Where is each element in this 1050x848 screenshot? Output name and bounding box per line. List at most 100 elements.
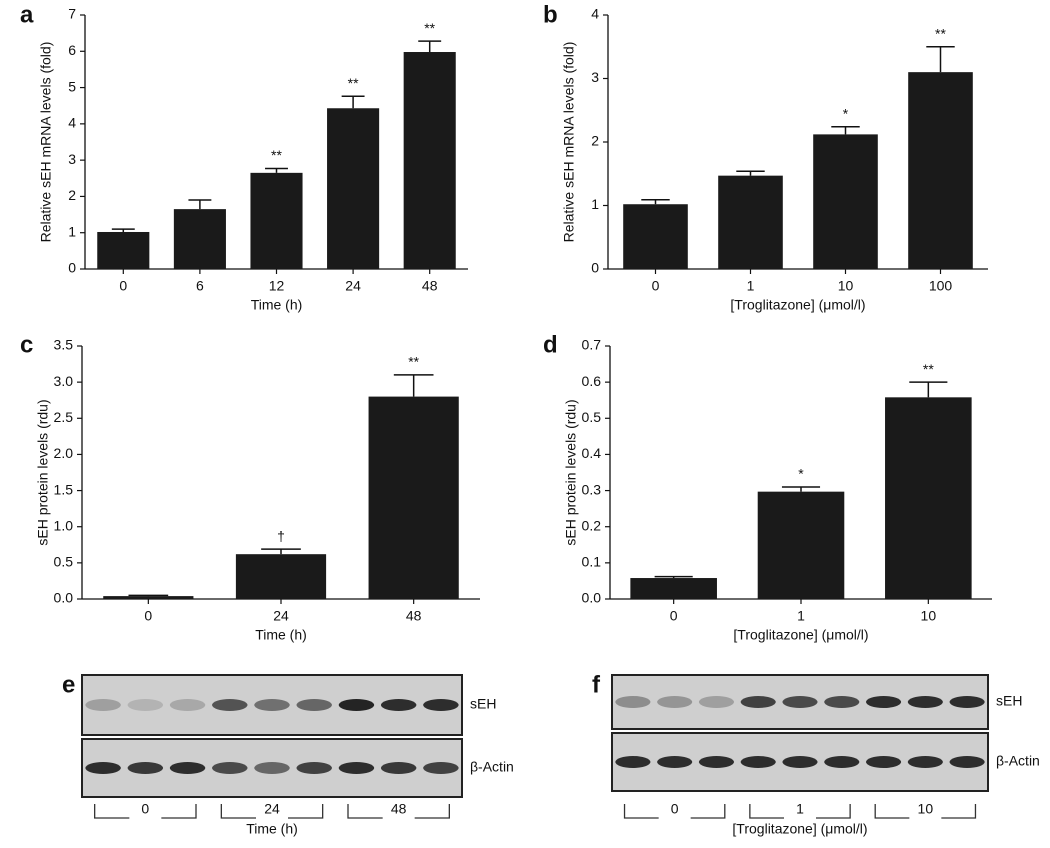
group-bracket (749, 804, 851, 819)
blot-band (698, 696, 734, 708)
y-tick-label: 0.0 (582, 590, 602, 606)
bar (718, 175, 783, 269)
y-tick-label: 0.4 (582, 445, 602, 461)
blot-band (169, 762, 206, 774)
y-tick-label: 4 (68, 115, 76, 131)
bar (623, 204, 688, 269)
y-tick-label: 3.5 (54, 337, 74, 353)
x-tick-label: 100 (929, 278, 953, 294)
blot-band (824, 696, 860, 708)
y-tick-label: 0 (68, 260, 76, 276)
y-tick-label: 0.7 (582, 337, 602, 353)
y-tick-label: 3 (68, 151, 76, 167)
y-axis-label: sEH protein levels (rdu) (35, 399, 51, 545)
significance-mark: ** (935, 25, 946, 41)
blot-band (212, 699, 248, 711)
y-axis-label: Relative sEH mRNA levels (fold) (38, 42, 54, 243)
y-tick-label: 1.0 (54, 517, 74, 533)
blot-band (615, 696, 651, 708)
bar (368, 396, 459, 599)
bar (103, 596, 194, 599)
bar (813, 134, 878, 269)
y-tick-label: 2 (68, 187, 76, 203)
y-tick-label: 3.0 (54, 373, 74, 389)
group-bracket (94, 804, 197, 819)
y-tick-label: 0.1 (582, 554, 602, 570)
blot-band (169, 699, 206, 711)
blot-row-label: sEH (470, 696, 496, 712)
x-tick-label: 10 (921, 608, 937, 624)
bar (403, 52, 456, 269)
significance-mark: † (277, 528, 285, 544)
group-bracket (623, 804, 726, 819)
blot-row-label: sEH (996, 693, 1022, 709)
panel-label: c (20, 331, 33, 358)
blot-band (85, 762, 121, 774)
group-bracket (220, 804, 324, 819)
blot-band (423, 699, 459, 711)
x-tick-label: 48 (422, 278, 438, 294)
y-tick-label: 0.6 (582, 373, 602, 389)
x-axis-label: [Troglitazone] (μmol/l) (730, 297, 865, 313)
significance-mark: ** (408, 354, 419, 370)
blot-band (698, 756, 734, 768)
blot-band (127, 699, 164, 711)
group-bracket (347, 804, 450, 819)
x-tick-label: 48 (406, 608, 422, 624)
group-label: 10 (918, 801, 934, 817)
blot-band (380, 762, 417, 774)
group-bracket (874, 804, 977, 819)
y-tick-label: 1.5 (54, 481, 74, 497)
panel-label: e (62, 671, 75, 698)
group-label: 24 (264, 801, 280, 817)
y-tick-label: 0.0 (54, 590, 74, 606)
significance-mark: ** (348, 75, 359, 91)
bar (97, 231, 150, 269)
bar (757, 491, 845, 599)
blot-band (949, 696, 985, 708)
group-label: 1 (796, 801, 804, 817)
x-axis-label: Time (h) (255, 627, 307, 643)
blot-band (782, 756, 818, 768)
y-tick-label: 0.5 (582, 409, 602, 425)
blot-band (254, 762, 290, 774)
y-tick-label: 4 (591, 6, 599, 22)
group-label: 48 (391, 801, 407, 817)
group-label: 0 (671, 801, 679, 817)
panel-label: b (543, 1, 558, 28)
blot-band (254, 699, 290, 711)
x-tick-label: 0 (652, 278, 660, 294)
y-tick-label: 2.5 (54, 409, 74, 425)
blot-band (127, 762, 164, 774)
bar (235, 554, 327, 599)
blot-band (212, 762, 248, 774)
y-tick-label: 0.3 (582, 481, 602, 497)
y-tick-label: 0.5 (54, 554, 74, 570)
x-tick-label: 0 (670, 608, 678, 624)
significance-mark: ** (271, 147, 282, 163)
blot-band (657, 756, 693, 768)
x-tick-label: 10 (838, 278, 854, 294)
panel-label: f (592, 671, 601, 698)
significance-mark: * (798, 466, 804, 482)
blot-band (423, 762, 459, 774)
x-tick-label: 1 (797, 608, 805, 624)
blot-x-label: Time (h) (246, 821, 298, 837)
y-tick-label: 6 (68, 42, 76, 58)
blot-band (85, 699, 121, 711)
blot-band (296, 699, 332, 711)
y-tick-label: 2 (591, 133, 599, 149)
y-tick-label: 1 (68, 223, 76, 239)
x-tick-label: 1 (747, 278, 755, 294)
x-tick-label: 24 (273, 608, 289, 624)
bar (327, 108, 380, 269)
blot-row-label: β-Actin (996, 753, 1040, 769)
blot-x-label: [Troglitazone] (μmol/l) (732, 821, 867, 837)
x-tick-label: 6 (196, 278, 204, 294)
y-tick-label: 3 (591, 69, 599, 85)
blot-band (866, 696, 902, 708)
blot-band (949, 756, 985, 768)
blot-band (338, 762, 375, 774)
y-tick-label: 1 (591, 196, 599, 212)
y-tick-label: 0 (591, 260, 599, 276)
